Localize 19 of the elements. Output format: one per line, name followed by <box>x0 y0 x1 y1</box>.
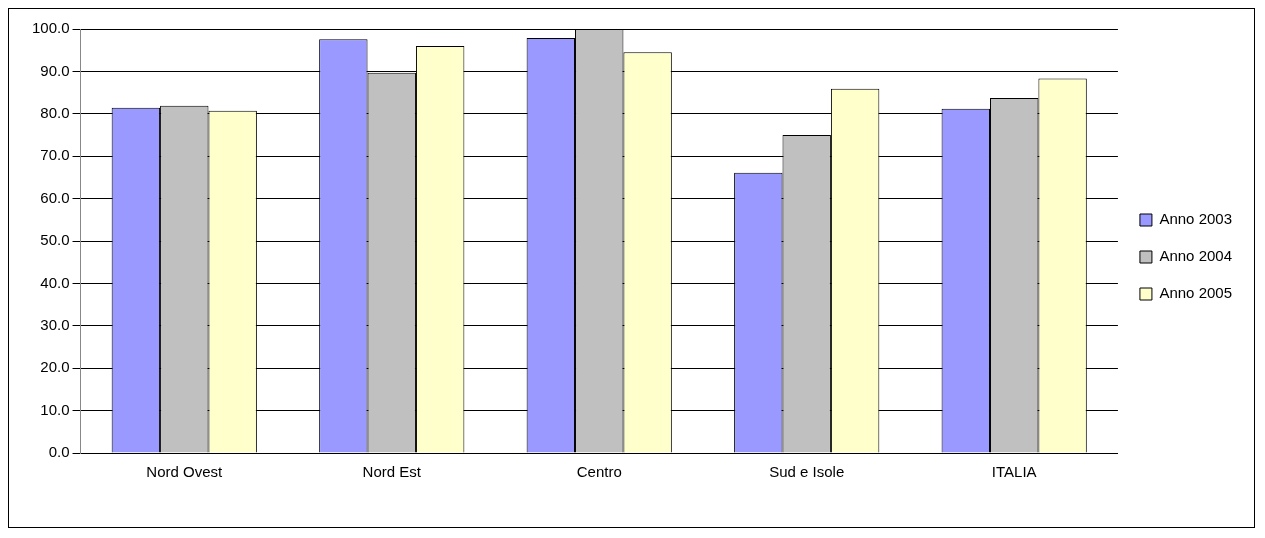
y-tick-label: 10.0 <box>40 400 70 418</box>
legend-label: Anno 2004 <box>1159 247 1233 265</box>
y-tick-label: 20.0 <box>40 358 70 376</box>
x-tick-label: Nord Ovest <box>146 463 224 481</box>
y-tick-label: 100.0 <box>31 19 70 37</box>
y-tick-label: 60.0 <box>40 188 70 206</box>
legend-label: Anno 2005 <box>1159 284 1233 302</box>
y-tick-label: 40.0 <box>40 273 70 291</box>
y-tick-label: 70.0 <box>40 146 70 164</box>
y-tick-label: 90.0 <box>40 61 70 79</box>
legend-label: Anno 2003 <box>1159 210 1233 228</box>
x-tick-label: Sud e Isole <box>769 463 845 481</box>
y-tick-label: 80.0 <box>40 103 70 121</box>
y-tick-label: 0.0 <box>48 443 70 461</box>
x-tick-label: ITALIA <box>991 463 1037 481</box>
x-tick-label: Nord Est <box>362 463 422 481</box>
y-tick-label: 50.0 <box>40 231 70 249</box>
y-tick-label: 30.0 <box>40 315 70 333</box>
x-tick-label: Centro <box>576 463 622 481</box>
